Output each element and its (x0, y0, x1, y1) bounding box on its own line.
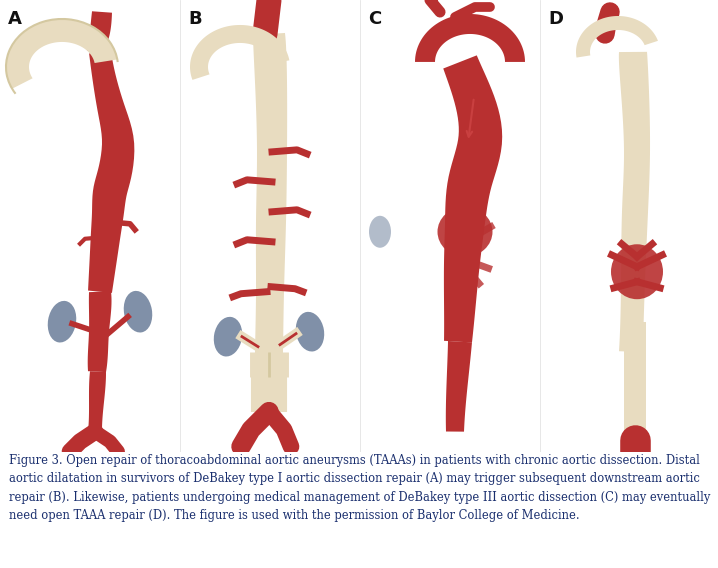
Polygon shape (576, 16, 658, 57)
Polygon shape (87, 11, 112, 53)
Text: Figure 3. Open repair of thoracoabdominal aortic aneurysms (TAAAs) in patients w: Figure 3. Open repair of thoracoabdomina… (9, 454, 710, 523)
Polygon shape (624, 321, 646, 441)
Ellipse shape (369, 216, 391, 248)
Polygon shape (190, 25, 289, 80)
Polygon shape (446, 341, 472, 432)
Ellipse shape (214, 317, 242, 357)
Ellipse shape (296, 312, 325, 352)
Ellipse shape (611, 244, 663, 299)
Ellipse shape (437, 207, 493, 257)
Polygon shape (415, 14, 525, 62)
Polygon shape (88, 51, 134, 293)
Polygon shape (443, 55, 502, 343)
Text: A: A (8, 10, 22, 28)
Ellipse shape (47, 301, 76, 343)
Polygon shape (88, 371, 106, 432)
Text: B: B (188, 10, 202, 28)
Text: C: C (368, 10, 381, 28)
Polygon shape (88, 291, 111, 372)
Ellipse shape (123, 291, 152, 332)
Polygon shape (6, 19, 117, 89)
Polygon shape (619, 52, 650, 352)
Text: D: D (548, 10, 563, 28)
Polygon shape (253, 33, 287, 412)
